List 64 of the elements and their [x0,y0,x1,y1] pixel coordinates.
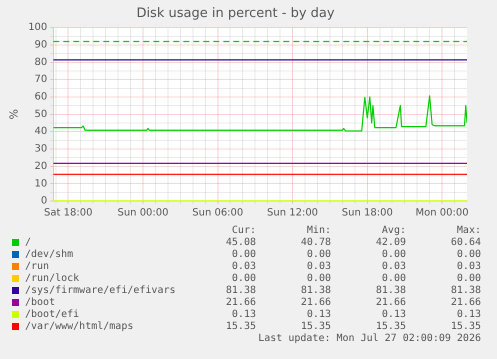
legend-label: /boot [25,296,56,308]
x-tick-label: Sun 00:00 [117,208,169,219]
text: 81.38 [300,284,331,296]
text: 21.66 [300,296,331,308]
y-tick-label: 100 [28,22,48,34]
text: 0.13 [230,308,256,320]
text: 0.03 [380,260,406,272]
legend-label: /boot/efi [25,308,80,320]
y-axis-title: % [7,109,20,120]
text: 60.64 [450,236,481,248]
text: 81.38 [224,284,256,296]
text: 0.00 [456,248,481,260]
text: 40.78 [300,236,331,248]
text: 15.35 [450,320,481,332]
text: 0.00 [230,272,256,284]
legend-label: /var/www/html/maps [25,320,134,332]
text: 0.13 [306,308,331,320]
text: 0.03 [306,260,331,272]
text: 0.13 [456,308,481,320]
text: Last update: Mon Jul 27 02:00:09 2026 [257,332,481,344]
x-tick-label: Sun 06:00 [192,208,244,219]
y-tick-label: 50 [34,108,48,120]
text: 0.00 [306,272,331,284]
text: 21.66 [224,296,256,308]
x-tick-label: Sat 18:00 [44,208,92,219]
text: 21.66 [450,296,481,308]
text: Cur: [230,224,256,236]
y-tick-label: 10 [34,178,48,190]
text: 81.38 [374,284,406,296]
text: 0.03 [456,260,481,272]
text: 0.00 [380,272,406,284]
legend-label: /run/lock [25,272,80,284]
text: Min: [306,224,331,236]
chart-title: Disk usage in percent - by day [136,6,335,22]
legend-label: /sys/firmware/efi/efivars [25,284,177,296]
text: 0.13 [380,308,406,320]
y-tick-label: 30 [34,144,48,155]
text: 21.66 [374,296,406,308]
text: 42.09 [374,236,406,248]
text: 45.08 [224,236,256,248]
text: 0.00 [230,248,256,260]
text: 15.35 [374,320,406,332]
x-tick-label: Mon 00:00 [416,208,469,219]
legend-label: /dev/shm [25,248,74,260]
text: 15.35 [300,320,331,332]
x-tick-label: Sun 18:00 [342,208,393,219]
text: Max: [456,224,481,236]
text: Avg: [380,224,406,236]
y-tick-label: 80 [34,56,48,68]
y-tick-label: 20 [34,160,48,172]
text: 0.00 [456,272,481,284]
x-tick-label: Sun 12:00 [267,208,318,219]
text: 0.00 [380,248,406,260]
text: 0.03 [230,260,256,272]
y-tick-label: 90 [34,40,48,51]
legend-label: /run [25,260,50,272]
y-tick-label: 0 [40,196,48,207]
legend-label: / [25,236,32,248]
y-tick-label: 70 [34,74,48,86]
y-tick-label: 40 [34,126,48,138]
y-tick-label: 60 [34,92,48,103]
text: 15.35 [224,320,256,332]
text: 0.00 [306,248,331,260]
text: 81.38 [450,284,481,296]
